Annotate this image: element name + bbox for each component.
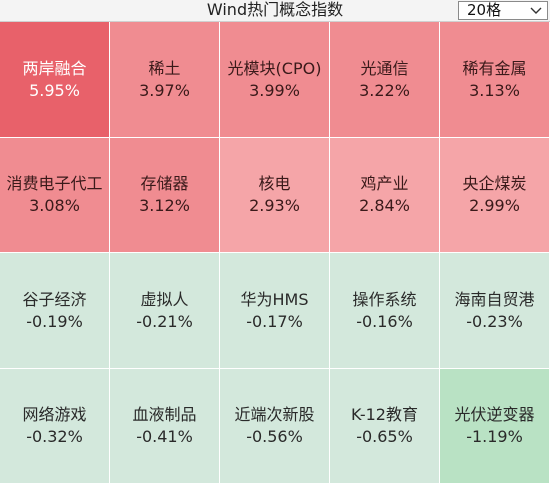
concept-change: -0.56% [246, 427, 303, 446]
concept-change: 3.12% [139, 196, 190, 215]
concept-tile[interactable]: 华为HMS -0.17% [220, 253, 330, 369]
tile-count-select[interactable]: 20格 [458, 1, 548, 20]
concept-tile[interactable]: 央企煤炭 2.99% [440, 138, 550, 253]
concept-tile[interactable]: 虚拟人 -0.21% [110, 253, 220, 369]
concept-change: -1.19% [466, 427, 523, 446]
concept-change: 3.08% [29, 196, 80, 215]
concept-name: 网络游戏 [22, 405, 87, 424]
concept-name: 虚拟人 [140, 289, 189, 309]
concept-name: 华为HMS [240, 289, 309, 309]
concept-tile[interactable]: 稀土 3.97% [110, 22, 220, 138]
concept-name: 鸡产业 [360, 174, 409, 193]
concept-change: 2.93% [249, 196, 300, 215]
concept-change: 2.84% [359, 196, 410, 215]
chevron-down-icon [530, 7, 542, 14]
concept-tile[interactable]: 光伏逆变器 -1.19% [440, 369, 550, 484]
concept-name: 光伏逆变器 [454, 405, 535, 424]
heatmap-grid: 两岸融合 5.95% 稀土 3.97% 光模块(CPO) 3.99% 光通信 3.22% 稀有金… [0, 22, 550, 484]
concept-name: 稀有金属 [462, 58, 527, 78]
widget-title: Wind热门概念指数 [206, 0, 344, 19]
concept-tile[interactable]: 稀有金属 3.13% [440, 22, 550, 138]
concept-name: 谷子经济 [22, 289, 87, 309]
concept-change: -0.17% [246, 311, 303, 331]
concept-change: -0.32% [26, 427, 83, 446]
concept-tile[interactable]: 两岸融合 5.95% [0, 22, 110, 138]
concept-name: 光通信 [360, 58, 409, 78]
concept-change: -0.21% [136, 311, 193, 331]
concept-change: 3.22% [359, 80, 410, 100]
concept-name: 近端次新股 [234, 405, 315, 424]
concept-name: K-12教育 [351, 405, 418, 424]
concept-name: 两岸融合 [22, 58, 87, 78]
concept-tile[interactable]: 操作系统 -0.16% [330, 253, 440, 369]
concept-tile[interactable]: 光模块(CPO) 3.99% [220, 22, 330, 138]
concept-name: 海南自贸港 [454, 289, 535, 309]
concept-change: -0.65% [356, 427, 413, 446]
concept-name: 光模块(CPO) [227, 58, 322, 78]
concept-change: -0.23% [466, 311, 523, 331]
concept-change: 3.99% [249, 80, 300, 100]
concept-name: 核电 [258, 174, 291, 193]
concept-name: 存储器 [140, 174, 189, 193]
concept-tile[interactable]: 谷子经济 -0.19% [0, 253, 110, 369]
concept-change: -0.19% [26, 311, 83, 331]
concept-change: 2.99% [469, 196, 520, 215]
concept-tile[interactable]: 血液制品 -0.41% [110, 369, 220, 484]
concept-tile[interactable]: 核电 2.93% [220, 138, 330, 253]
concept-tile[interactable]: K-12教育 -0.65% [330, 369, 440, 484]
concept-tile[interactable]: 光通信 3.22% [330, 22, 440, 138]
concept-tile[interactable]: 鸡产业 2.84% [330, 138, 440, 253]
concept-name: 稀土 [148, 58, 181, 78]
concept-name: 央企煤炭 [462, 174, 527, 193]
concept-name: 血液制品 [132, 405, 197, 424]
concept-tile[interactable]: 存储器 3.12% [110, 138, 220, 253]
concept-name: 操作系统 [352, 289, 417, 309]
concept-tile[interactable]: 近端次新股 -0.56% [220, 369, 330, 484]
concept-name: 消费电子代工 [6, 174, 103, 193]
concept-tile[interactable]: 网络游戏 -0.32% [0, 369, 110, 484]
concept-change: 3.97% [139, 80, 190, 100]
header-bar: Wind热门概念指数 20格 [0, 0, 550, 22]
tile-count-value: 20格 [467, 1, 502, 19]
concept-change: 5.95% [29, 80, 80, 100]
concept-change: -0.41% [136, 427, 193, 446]
concept-tile[interactable]: 海南自贸港 -0.23% [440, 253, 550, 369]
concept-change: 3.13% [469, 80, 520, 100]
concept-change: -0.16% [356, 311, 413, 331]
concept-tile[interactable]: 消费电子代工 3.08% [0, 138, 110, 253]
